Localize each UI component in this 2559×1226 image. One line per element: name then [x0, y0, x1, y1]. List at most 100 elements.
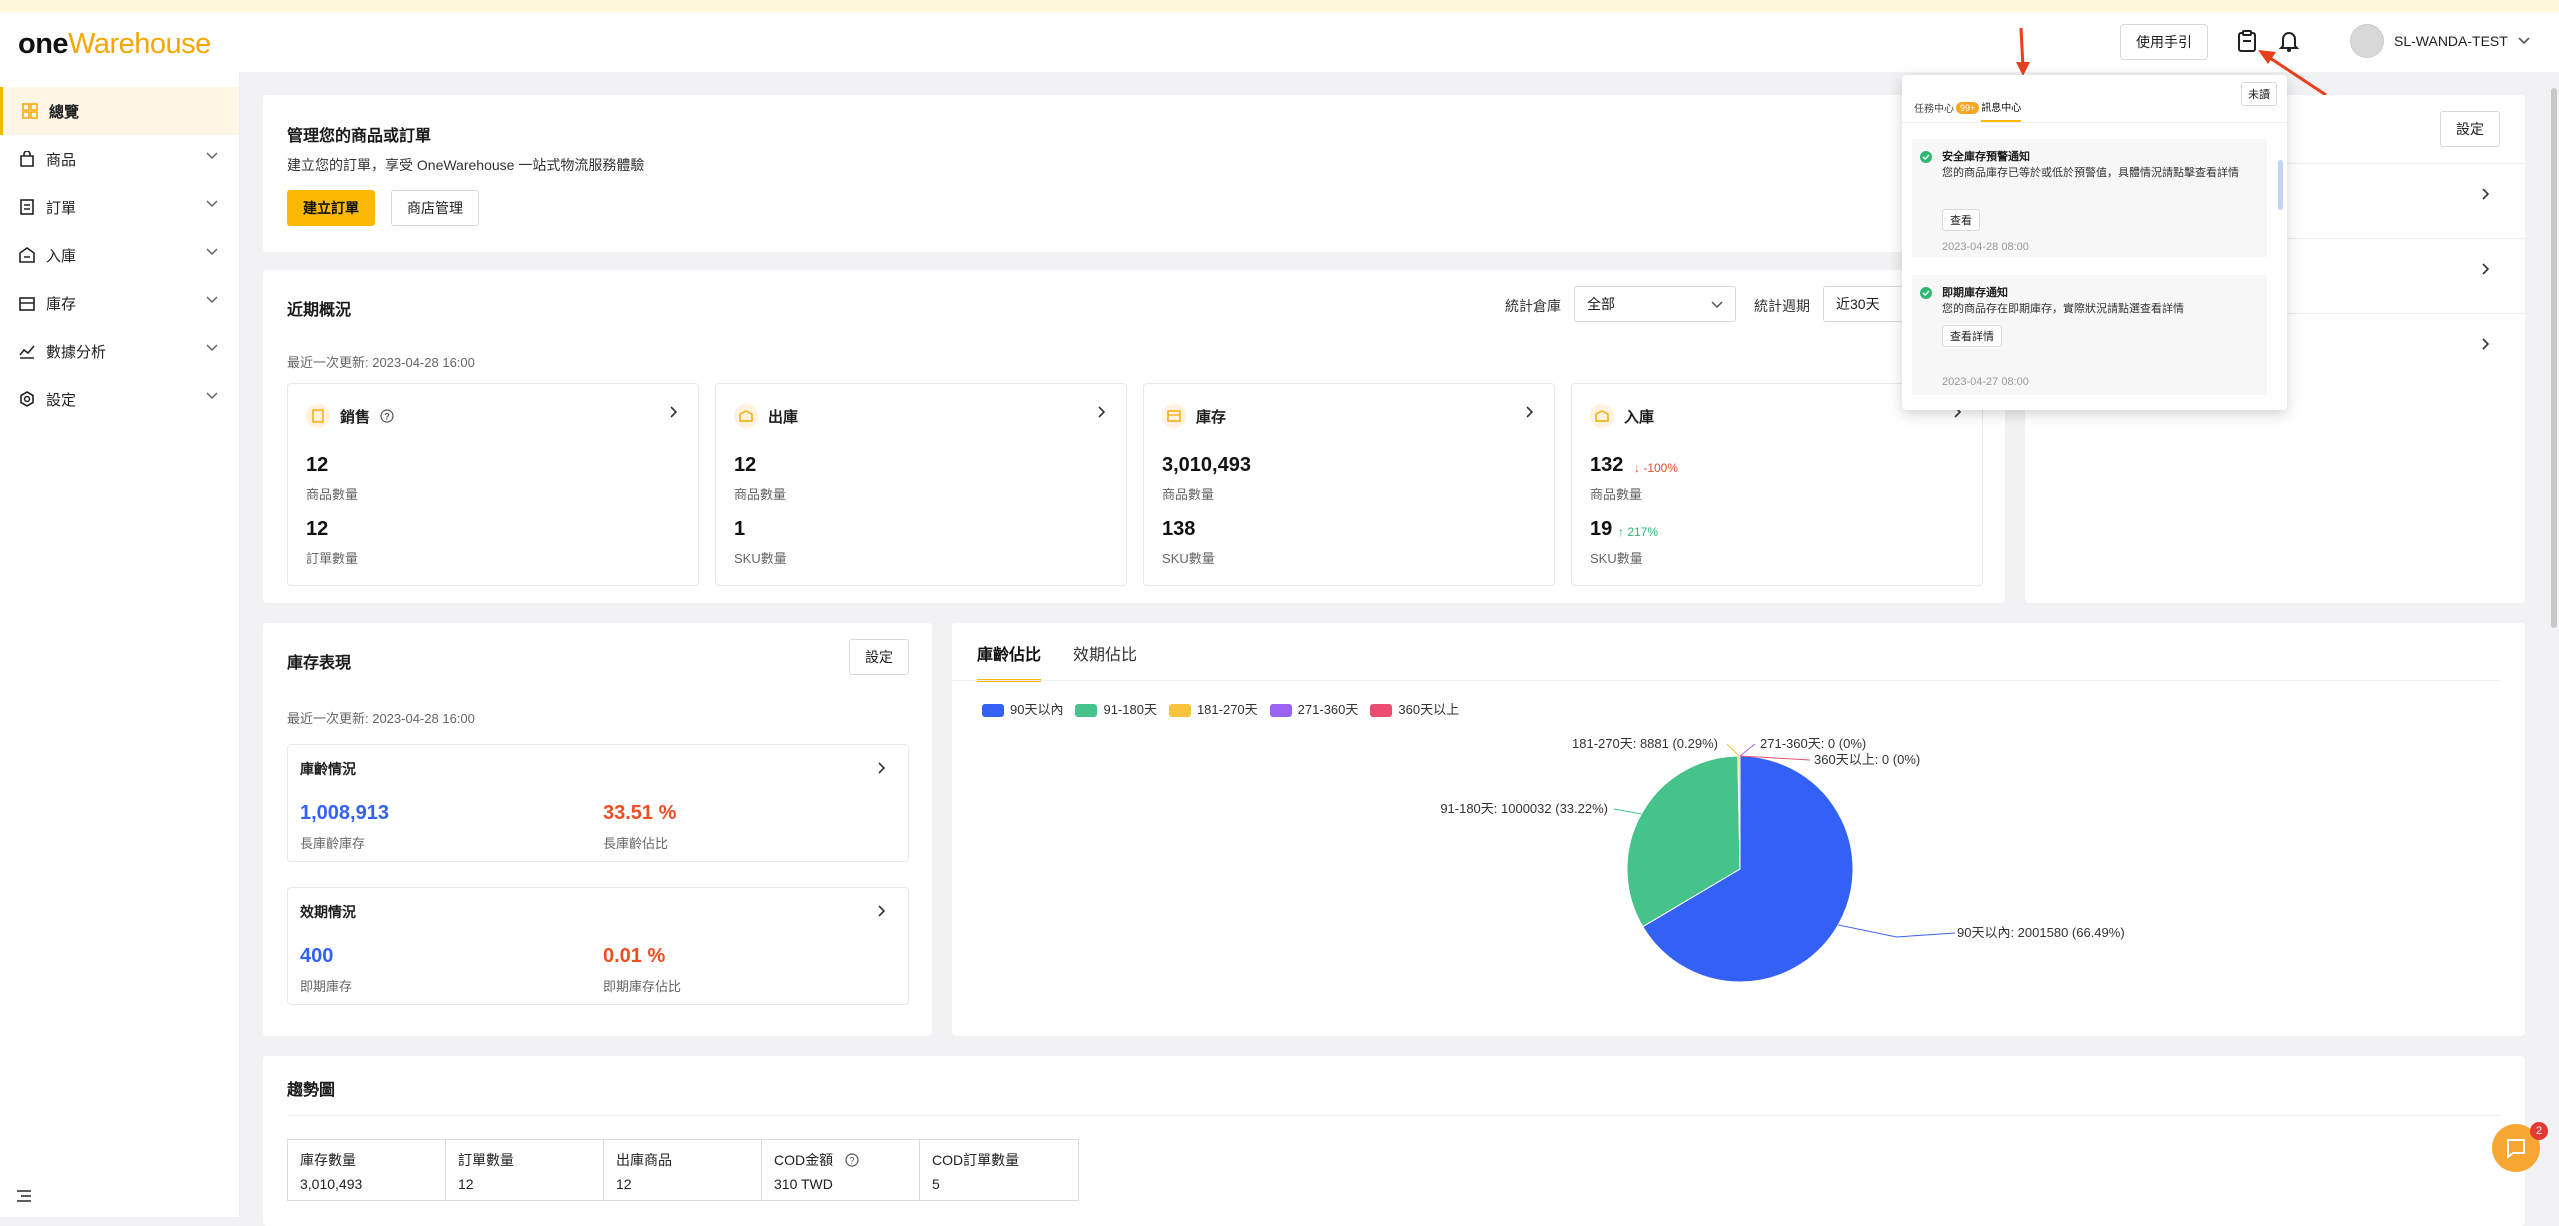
legend-item[interactable]: 360天以上: [1370, 699, 1459, 718]
warehouse-select[interactable]: 全部: [1574, 286, 1736, 322]
legend-item[interactable]: 90天以內: [982, 699, 1063, 718]
age-ratio-card: 庫齡佔比 效期佔比 90天以內 91-180天 181-270天 271-360…: [952, 623, 2525, 1036]
help-icon[interactable]: ?: [845, 1153, 859, 1167]
chat-badge: 2: [2530, 1122, 2548, 1140]
manage-card: 管理您的商品或訂單 建立您的訂單，享受 OneWarehouse 一站式物流服務…: [263, 95, 2005, 252]
chevron-right-icon: [878, 905, 886, 917]
pie-leader-line: [1739, 743, 1756, 757]
help-icon[interactable]: ?: [380, 409, 394, 423]
overview-card: 近期概況 統計倉庫 全部 統計週期 近30天 最近一次更新: 2023-04-2…: [263, 270, 2005, 603]
overview-title: 近期概況: [287, 302, 352, 319]
delta-down: ↓ -100%: [1634, 461, 1679, 475]
period-label: 統計週期: [1754, 298, 1810, 314]
right-panel-settings-button[interactable]: 設定: [2440, 111, 2500, 147]
chevron-down-icon: [206, 296, 218, 304]
pie-leader-line: [1838, 924, 1956, 938]
stock-age-box[interactable]: 庫齡情況 1,008,913 長庫齡庫存 33.51 % 長庫齡佔比: [287, 744, 909, 862]
outbound-icon: [734, 404, 758, 428]
stat-card-inbound[interactable]: 入庫 132 ↓ -100% 商品數量 19 ↑ 217% SKU數量: [1571, 383, 1983, 586]
receipt-icon: [306, 404, 330, 428]
chevron-right-icon[interactable]: [2482, 263, 2490, 275]
grid-icon: [21, 102, 39, 120]
logo[interactable]: oneWarehouse: [18, 28, 211, 60]
unread-filter-button[interactable]: 未讀: [2241, 82, 2277, 106]
order-icon: [18, 198, 36, 216]
chevron-right-icon[interactable]: [2482, 338, 2490, 350]
notif-tabs: 任務中心 99+ 訊息中心: [1914, 93, 2022, 122]
trend-cell[interactable]: 庫存數量 3,010,493: [288, 1140, 446, 1200]
sidebar-item-inventory[interactable]: 庫存: [0, 279, 239, 327]
tab-task-center[interactable]: 任務中心: [1914, 104, 1954, 115]
store-manage-button[interactable]: 商店管理: [391, 190, 479, 226]
bell-icon[interactable]: [2274, 26, 2304, 56]
analytics-icon: [18, 342, 36, 360]
check-circle-icon: [1920, 287, 1932, 299]
trend-cell[interactable]: COD訂單數量 5: [932, 1152, 1020, 1192]
inbound-icon: [18, 246, 36, 264]
expiry-box[interactable]: 效期情況 400 即期庫存 0.01 % 即期庫存佔比: [287, 887, 909, 1005]
stock-icon: [18, 294, 36, 312]
notification-item[interactable]: 安全庫存預警通知 您的商品庫存已等於或低於預警值，具體情況請點擊查看詳情 查看 …: [1912, 139, 2267, 257]
legend-item[interactable]: 91-180天: [1075, 699, 1157, 718]
notification-item[interactable]: 即期庫存通知 您的商品存在即期庫存，實際狀況請點選查看詳情 查看詳情 2023-…: [1912, 275, 2267, 395]
check-circle-icon: [1920, 151, 1932, 163]
view-button[interactable]: 查看: [1942, 209, 1980, 231]
tab-message-center[interactable]: 訊息中心: [1981, 99, 2022, 122]
page-scrollbar[interactable]: [2551, 88, 2557, 628]
sidebar-item-inbound[interactable]: 入庫: [0, 231, 239, 279]
chevron-right-icon: [878, 762, 886, 774]
sidebar-item-analytics[interactable]: 數據分析: [0, 327, 239, 375]
pie-leader-line: [1613, 808, 1642, 815]
sidebar-item-orders[interactable]: 訂單: [0, 183, 239, 231]
pie-data-label: 90天以內: 2001580 (66.49%): [1957, 925, 2125, 940]
chevron-down-icon: [206, 344, 218, 352]
clipboard-icon[interactable]: [2232, 26, 2262, 56]
popover-scrollbar[interactable]: [2278, 160, 2283, 210]
pie-data-label: 91-180天: 1000032 (33.22%): [1440, 801, 1608, 816]
pie-data-label: 181-270天: 8881 (0.29%): [1572, 736, 1718, 751]
settings-icon: [18, 390, 36, 408]
stock-icon: [1162, 404, 1186, 428]
user-name: SL-WANDA-TEST: [2394, 33, 2508, 49]
create-order-button[interactable]: 建立訂單: [287, 190, 375, 226]
legend-item[interactable]: 271-360天: [1269, 699, 1358, 718]
chevron-down-icon: [206, 152, 218, 160]
guide-button[interactable]: 使用手引: [2120, 24, 2208, 60]
chevron-down-icon: [2518, 37, 2530, 45]
stat-card-outbound[interactable]: 出庫 12 商品數量 1 SKU數量: [715, 383, 1127, 586]
warehouse-label: 統計倉庫: [1505, 298, 1561, 314]
trend-cell[interactable]: 訂單數量 12: [446, 1140, 604, 1200]
sidebar-item-overview[interactable]: 總覽: [0, 87, 239, 135]
menu-collapse-icon[interactable]: [16, 1189, 32, 1203]
chevron-right-icon: [1526, 406, 1534, 418]
svg-text:?: ?: [384, 412, 390, 422]
pie-data-label: 271-360天: 0 (0%): [1760, 736, 1866, 751]
chevron-right-icon[interactable]: [2482, 188, 2490, 200]
sidebar-item-products[interactable]: 商品: [0, 135, 239, 183]
sidebar-item-settings[interactable]: 設定: [0, 375, 239, 423]
task-count-badge: 99+: [1956, 101, 1980, 114]
stat-card-inventory[interactable]: 庫存 3,010,493 商品數量 138 SKU數量: [1143, 383, 1555, 586]
trend-cell[interactable]: COD金額 ? 310 TWD: [762, 1140, 920, 1200]
pie-leader-line: [1739, 755, 1811, 761]
pie-data-label: 360天以上: 0 (0%): [1814, 752, 1920, 767]
trend-cell[interactable]: 出庫商品 12: [604, 1140, 762, 1200]
pie-slice[interactable]: [1626, 755, 1741, 928]
pie-leader-line: [1726, 743, 1740, 757]
chevron-down-icon: [206, 248, 218, 256]
svg-text:?: ?: [850, 1156, 855, 1166]
user-menu[interactable]: SL-WANDA-TEST: [2350, 24, 2530, 58]
trend-card: 趨勢圖 庫存數量 3,010,493 訂單數量 12 出庫商品 12 COD金額 ? 3…: [263, 1056, 2525, 1226]
legend-item[interactable]: 181-270天: [1168, 699, 1258, 718]
chevron-down-icon: [206, 392, 218, 400]
trend-metrics: 庫存數量 3,010,493 訂單數量 12 出庫商品 12 COD金額 ? 310 T…: [287, 1139, 1079, 1201]
pie-slice[interactable]: [1737, 755, 1741, 870]
stat-card-sales[interactable]: 銷售? 12 商品數量 12 訂單數量: [287, 383, 699, 586]
manage-title: 管理您的商品或訂單: [287, 128, 432, 145]
tab-expiry-ratio[interactable]: 效期佔比: [1073, 647, 1138, 664]
view-details-button[interactable]: 查看詳情: [1942, 325, 2002, 347]
inventory-title: 庫存表現: [287, 655, 352, 672]
inventory-settings-button[interactable]: 設定: [849, 639, 909, 675]
chat-icon: [2507, 1139, 2525, 1159]
